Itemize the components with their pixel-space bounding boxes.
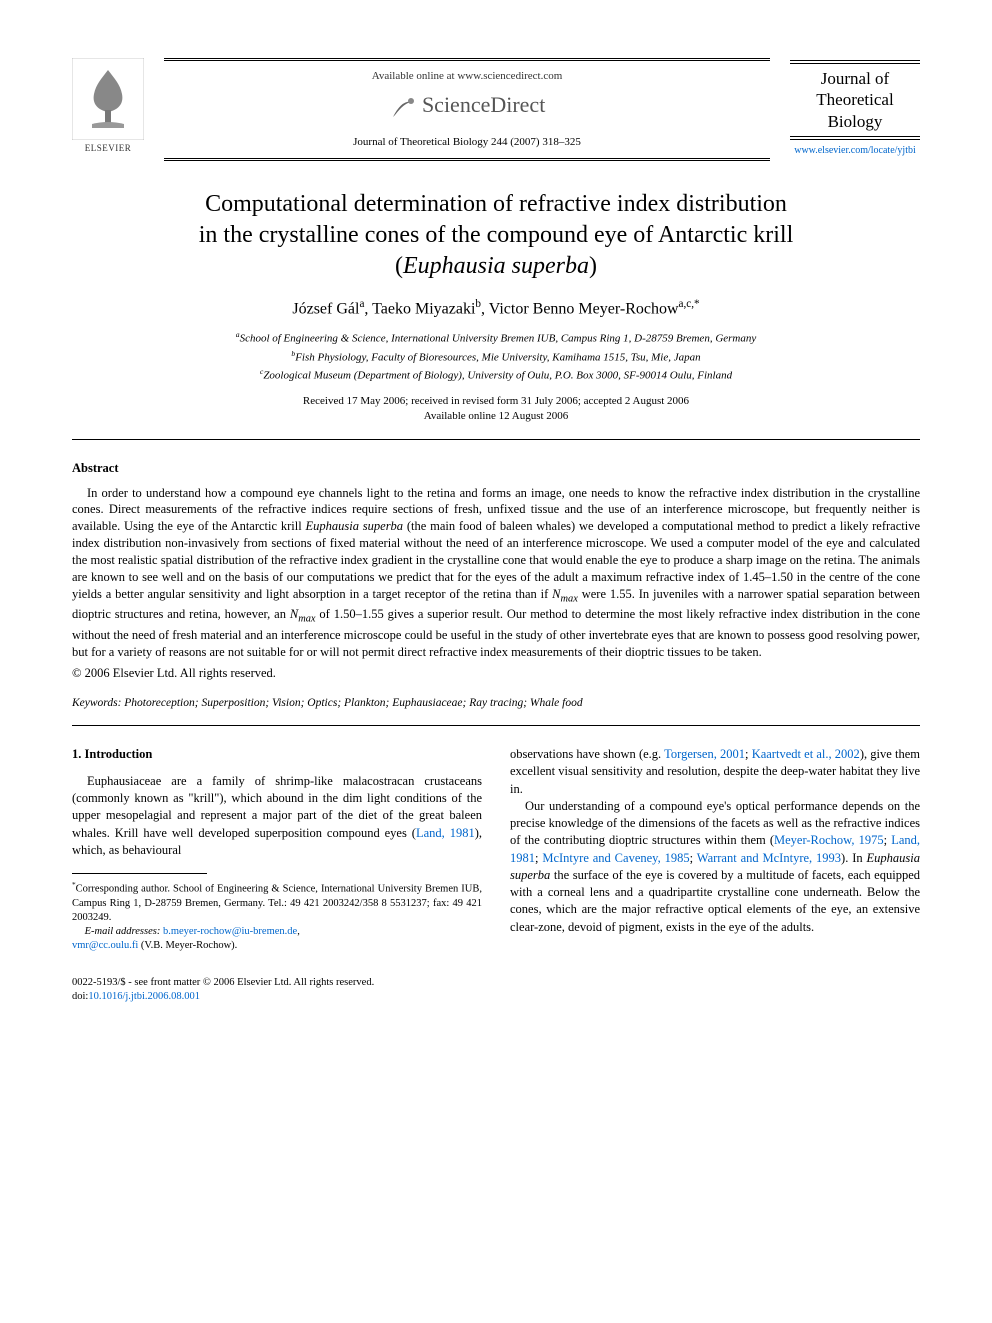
intro-para-1-right: observations have shown (e.g. Torgersen,… [510,746,920,798]
post-abstract-rule [72,725,920,726]
elsevier-label: ELSEVIER [72,142,144,154]
elsevier-logo-block: ELSEVIER [72,58,144,154]
doi-link[interactable]: 10.1016/j.jtbi.2006.08.001 [88,991,200,1002]
email-footnote: E-mail addresses: b.meyer-rochow@iu-brem… [72,925,482,953]
cite-sep: ; [690,851,697,865]
author-2: Taeko Miyazaki [372,300,475,317]
journal-name-line1: Journal of [790,68,920,89]
cite-sep: ; [745,747,752,761]
citation-line: Journal of Theoretical Biology 244 (2007… [164,135,770,150]
left-column: 1. Introduction Euphausiaceae are a fami… [72,746,482,953]
keywords-line: Keywords: Photoreception; Superposition;… [72,696,920,712]
article-dates: Received 17 May 2006; received in revise… [72,394,920,425]
citation-link-meyer-rochow[interactable]: Meyer-Rochow, 1975 [774,833,884,847]
author-1-affil: a [359,298,364,310]
affil-b-text: Fish Physiology, Faculty of Bioresources… [295,351,700,363]
dates-line2: Available online 12 August 2006 [72,409,920,424]
elsevier-tree-icon [72,58,144,140]
footnote-corr-text: Corresponding author. School of Engineer… [72,884,482,923]
pre-abstract-rule [72,439,920,440]
page-container: ELSEVIER Available online at www.science… [0,0,992,1044]
keywords-italic: Euphausiaceae [392,697,462,709]
affil-c-text: Zoological Museum (Department of Biology… [263,369,732,381]
author-3-star: * [694,298,700,310]
email-sep: , [297,926,300,937]
footer-block: 0022-5193/$ - see front matter © 2006 El… [72,976,920,1004]
header-row: ELSEVIER Available online at www.science… [72,58,920,161]
author-1: József Gál [292,300,359,317]
sciencedirect-logo: ScienceDirect [164,90,770,125]
keywords-tail: ; Ray tracing; Whale food [463,697,583,709]
intro-para-2-right: Our understanding of a compound eye's op… [510,798,920,936]
affiliation-c: cZoological Museum (Department of Biolog… [72,366,920,384]
author-3: Victor Benno Meyer-Rochow [489,300,679,317]
intro-para-1-left: Euphausiaceae are a family of shrimp-lik… [72,773,482,859]
title-line3-open: ( [395,253,403,279]
section-1-heading: 1. Introduction [72,746,482,763]
rule [790,139,920,140]
header-bottom-rule [164,158,770,161]
email-author-name: (V.B. Meyer-Rochow). [138,940,237,951]
sciencedirect-text: ScienceDirect [422,92,545,117]
title-line2: in the crystalline cones of the compound… [199,222,793,248]
journal-name-line3: Biology [790,111,920,132]
intro-r1-a: observations have shown (e.g. [510,747,664,761]
abstract-section: Abstract In order to understand how a co… [72,460,920,711]
author-3-affil: a,c, [679,298,695,310]
nmax-symbol-2: N [290,607,298,621]
dates-line1: Received 17 May 2006; received in revise… [72,394,920,409]
title-line3-close: ) [589,253,597,279]
sciencedirect-swoosh-icon [389,93,419,126]
author-2-affil: b [475,298,481,310]
abstract-copyright: © 2006 Elsevier Ltd. All rights reserved… [72,665,920,682]
intro-r2-c: the surface of the eye is covered by a m… [510,868,920,934]
nmax-sub: max [561,593,578,604]
citation-link-mcintyre[interactable]: McIntyre and Caveney, 1985 [542,851,689,865]
nmax-symbol: N [552,587,560,601]
footer-doi-line: doi:10.1016/j.jtbi.2006.08.001 [72,990,920,1004]
citation-link-torgersen[interactable]: Torgersen, 2001 [664,747,745,761]
rule [790,63,920,64]
email-link-2[interactable]: vmr@cc.oulu.fi [72,940,138,951]
email-label: E-mail addresses: [85,926,161,937]
abstract-body: In order to understand how a compound ey… [72,485,920,661]
title-line1: Computational determination of refractiv… [205,191,787,217]
citation-link-kaartvedt[interactable]: Kaartvedt et al., 2002 [752,747,860,761]
affiliation-b: bFish Physiology, Faculty of Bioresource… [72,348,920,366]
footer-copyright: 0022-5193/$ - see front matter © 2006 El… [72,976,920,990]
intro-r2-b: ). In [841,851,866,865]
keywords-list: Photoreception; Superposition; Vision; O… [121,697,392,709]
body-columns: 1. Introduction Euphausiaceae are a fami… [72,746,920,953]
affiliation-list: aSchool of Engineering & Science, Intern… [72,329,920,383]
affil-a-text: School of Engineering & Science, Interna… [240,333,757,345]
header-center: Available online at www.sciencedirect.co… [144,58,790,161]
journal-url-link[interactable]: www.elsevier.com/locate/yjtbi [790,144,920,158]
author-list: József Gála, Taeko Miyazakib, Victor Ben… [72,297,920,320]
article-title: Computational determination of refractiv… [72,189,920,283]
citation-link-warrant[interactable]: Warrant and McIntyre, 1993 [697,851,841,865]
title-species: Euphausia superba [403,253,589,279]
keywords-label: Keywords: [72,697,121,709]
journal-name-line2: Theoretical [790,89,920,110]
title-block: Computational determination of refractiv… [72,189,920,425]
citation-link-land-1981[interactable]: Land, 1981 [416,826,475,840]
footnote-rule [72,873,207,874]
doi-label: doi: [72,991,88,1002]
abstract-species: Euphausia superba [306,519,404,533]
abstract-heading: Abstract [72,460,920,477]
affiliation-a: aSchool of Engineering & Science, Intern… [72,329,920,347]
journal-logo-block: Journal of Theoretical Biology www.elsev… [790,58,920,157]
rule [790,136,920,137]
corresponding-author-footnote: *Corresponding author. School of Enginee… [72,880,482,925]
rule [790,60,920,61]
email-link-1[interactable]: b.meyer-rochow@iu-bremen.de [163,926,297,937]
right-column: observations have shown (e.g. Torgersen,… [510,746,920,953]
header-top-rule [164,58,770,61]
available-online-text: Available online at www.sciencedirect.co… [164,69,770,84]
nmax-sub-2: max [298,614,315,625]
